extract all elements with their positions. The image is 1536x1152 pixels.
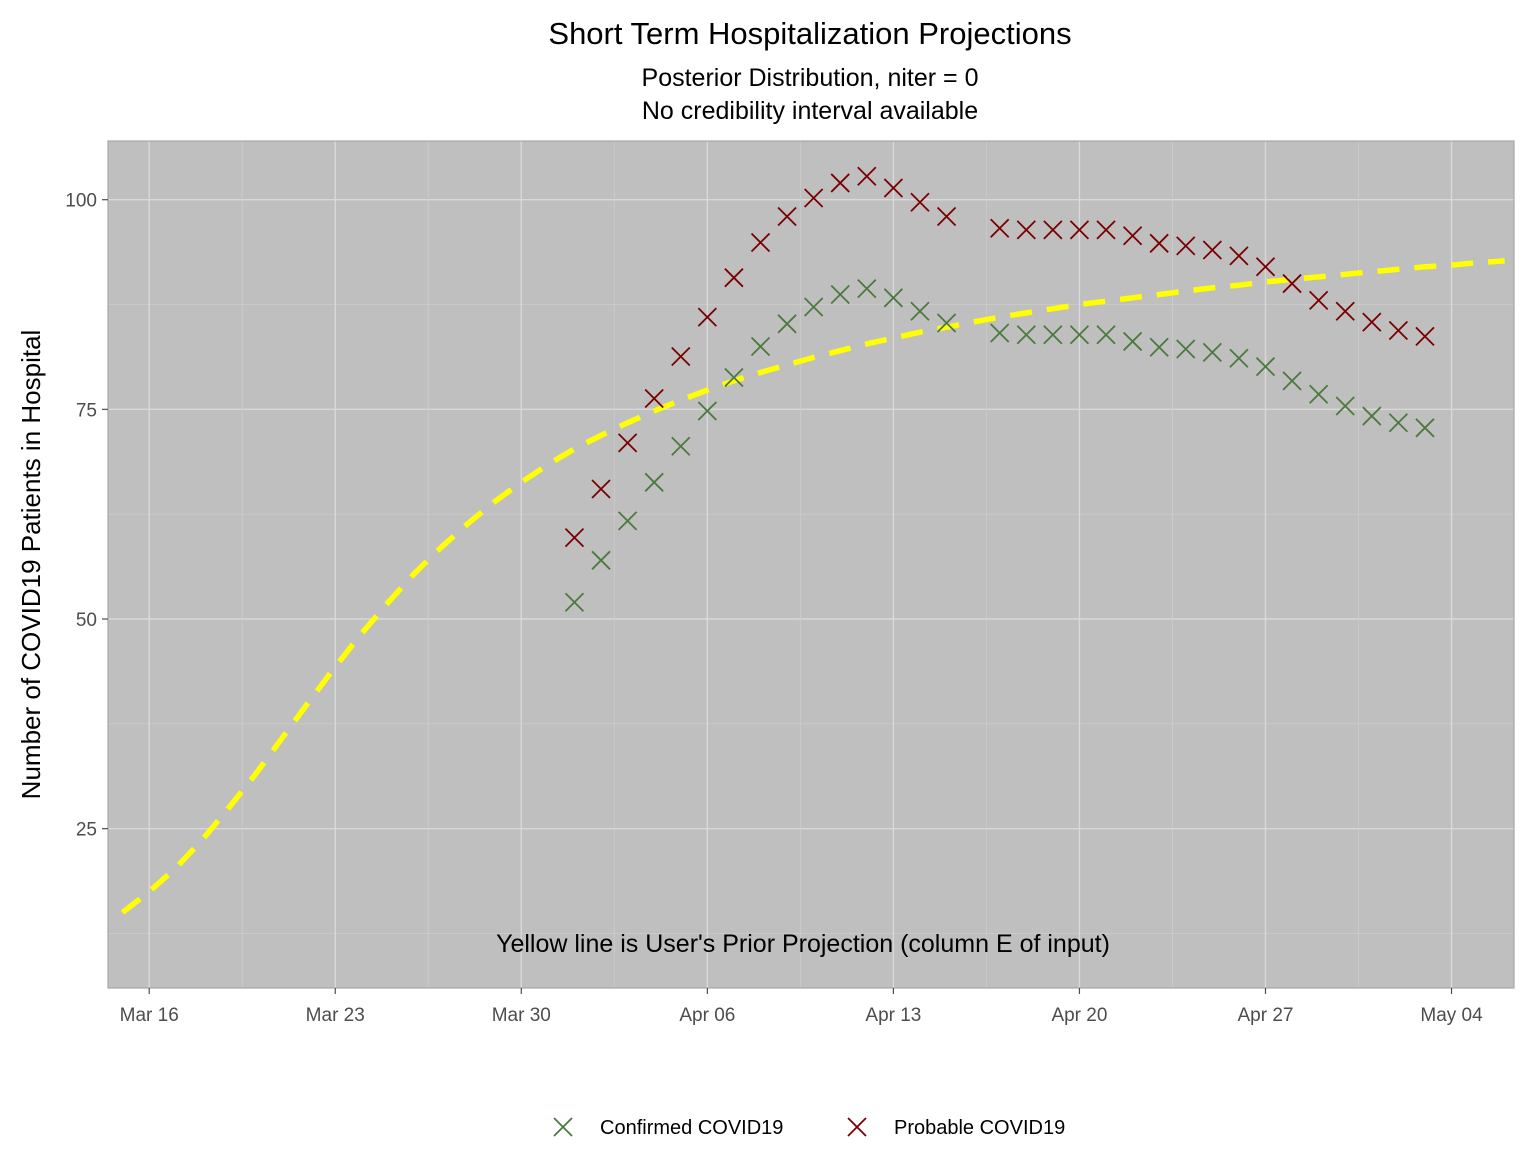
x-tick-label: Apr 27 [1237,1005,1293,1026]
y-tick-label: 50 [76,610,97,631]
legend-label-confirmed-covid19: Confirmed COVID19 [600,1117,783,1139]
probable-covid19-point [1415,326,1435,347]
probable-covid19-point [936,206,957,227]
x-tick-label: Mar 23 [306,1005,365,1026]
probable-covid19-point [830,173,850,193]
confirmed-covid19-point [804,297,824,317]
axes: 25 50 75 100 Mar 16 Mar 23 Mar 30 Apr 06 Apr 13 A… [65,191,1483,1026]
probable-covid19-point [697,307,717,327]
probable-covid19-point [990,218,1010,238]
probable-covid19-point [1043,220,1063,240]
confirmed-covid19-point [724,367,744,388]
confirmed-covid19-point [1122,331,1143,352]
confirmed-covid19-point [1202,342,1222,362]
probable-covid19-point [1016,220,1036,240]
confirmed-covid19-point [1229,348,1249,368]
probable-covid19-point [777,206,797,227]
probable-covid19-point [1149,233,1169,253]
y-axis-title: Number of COVID19 Patients in Hospital [16,330,46,800]
probable-covid19-point [591,479,611,499]
legend: Confirmed COVID19 Probable COVID19 [553,1117,1065,1139]
confirmed-covid19-point [830,284,850,305]
x-tick-label: Apr 06 [679,1005,735,1026]
confirmed-covid19-point [617,511,638,531]
confirmed-covid19-point [857,278,877,299]
legend-label-probable-covid19: Probable COVID19 [894,1117,1065,1139]
y-tick-label: 25 [76,820,97,841]
probable-covid19-point [1069,220,1090,240]
probable-covid19-point [564,528,585,548]
confirmed-covid19-point [1016,325,1036,345]
x-tick-label: Mar 16 [120,1005,179,1026]
confirmed-covid19-point [1309,384,1329,404]
probable-covid19-point [804,188,824,208]
probable-covid19-point [1096,220,1116,240]
probable-covid19-point [1255,257,1276,277]
confirmed-covid19-point [1282,371,1302,391]
x-tick-label: Apr 20 [1051,1005,1107,1026]
chart-subtitle-line-1: Posterior Distribution, niter = 0 [642,64,979,92]
x-tick-label: Apr 13 [865,1005,921,1026]
probable-covid19-point [1229,246,1249,266]
x-tick-label: May 04 [1420,1005,1483,1026]
chart-subtitle-line-2: No credibility interval available [642,97,978,125]
plot-panel [108,141,1514,988]
confirmed-covid19-point [1069,325,1090,345]
probable-covid19-point [1202,240,1222,260]
probable-covid19-point [1362,312,1382,332]
probable-covid19-point [1282,273,1302,294]
probable-covid19-point [1122,226,1143,246]
probable-covid19-point [857,166,877,186]
confirmed-covid19-point [1149,337,1169,357]
probable-covid19-point [617,433,638,453]
confirmed-covid19-point [564,592,585,612]
prior-projection-line [120,258,1505,915]
chart-annotation: Yellow line is User's Prior Projection (… [496,930,1110,958]
confirmed-covid19-point [910,301,930,321]
confirmed-covid19-point [777,314,797,334]
probable-covid19-point [644,388,664,409]
probable-covid19-point [910,192,930,212]
probable-covid19-point [1176,236,1196,256]
plot-border [107,140,1515,989]
confirmed-covid19-point [1043,325,1063,345]
probable-covid19-point [1388,320,1409,341]
x-tick-label: Mar 30 [492,1005,551,1026]
confirmed-covid19-point [883,288,904,308]
y-tick-label: 75 [76,400,97,421]
probable-covid19-point [1309,290,1329,310]
confirmed-covid19-point [1255,356,1276,377]
probable-covid19-point [1335,301,1355,321]
legend-key-confirmed-covid19 [553,1117,573,1137]
confirmed-covid19-point [936,313,957,333]
confirmed-covid19-point [1362,406,1382,426]
confirmed-covid19-point [1415,418,1435,438]
probable-covid19-point [671,346,691,367]
chart-title: Short Term Hospitalization Projections [548,16,1071,51]
prior-projection-line-layer [120,258,1505,915]
confirmed-covid19-point [1388,413,1409,433]
probable-covid19-point [750,232,771,253]
confirmed-covid19-point [697,401,717,421]
confirmed-covid19-point [591,550,611,570]
confirmed-covid19-point [1176,339,1196,359]
grid-lines [108,141,1514,988]
confirmed-covid19-point [990,323,1010,343]
y-tick-label: 100 [65,191,97,212]
probable-covid19-point [724,268,744,288]
probable-covid19-point [883,178,904,198]
confirmed-covid19-point [671,436,691,456]
confirmed-covid19-point [1096,325,1116,345]
legend-key-probable-covid19 [847,1117,867,1137]
data-points [564,166,1435,612]
confirmed-covid19-point [750,336,771,357]
confirmed-covid19-point [644,472,664,492]
confirmed-covid19-point [1335,396,1355,416]
